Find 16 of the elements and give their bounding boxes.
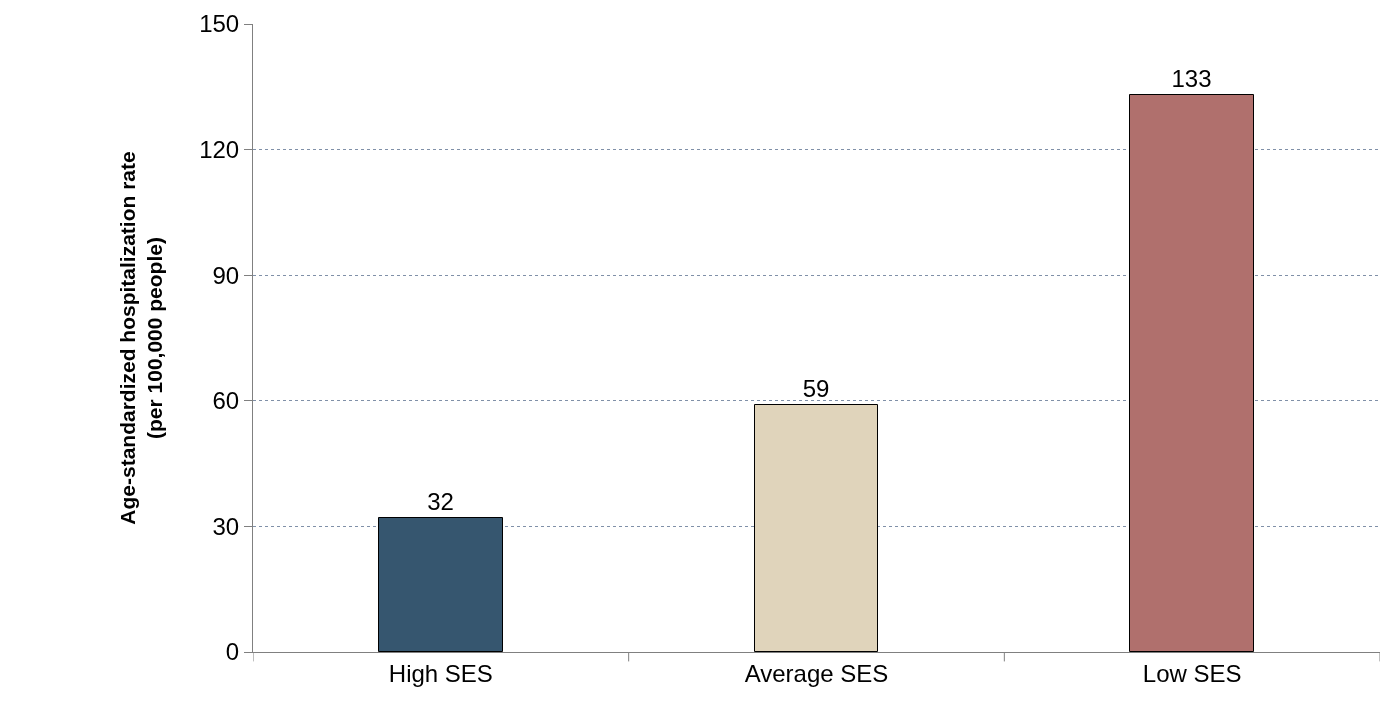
- y-tick-label: 120: [199, 136, 240, 163]
- y-tick-label: 60: [212, 387, 240, 415]
- data-label: 133: [1171, 64, 1212, 92]
- y-tick-label: 90: [212, 261, 240, 289]
- bar: [1129, 94, 1254, 652]
- bar: [754, 404, 878, 652]
- y-tick-label: 150: [199, 10, 240, 38]
- x-tick-label: High SES: [388, 659, 493, 687]
- y-axis-title: Age-standardized hospitalization rate (per 100,000 people): [116, 151, 167, 525]
- data-label: 32: [427, 487, 454, 515]
- x-tick-label: Average SES: [744, 659, 889, 687]
- data-label: 59: [802, 374, 830, 402]
- y-tick-label: 0: [225, 638, 240, 666]
- x-tick-label: Low SES: [1142, 659, 1242, 687]
- bar: [378, 517, 503, 652]
- y-tick-label: 30: [212, 512, 240, 540]
